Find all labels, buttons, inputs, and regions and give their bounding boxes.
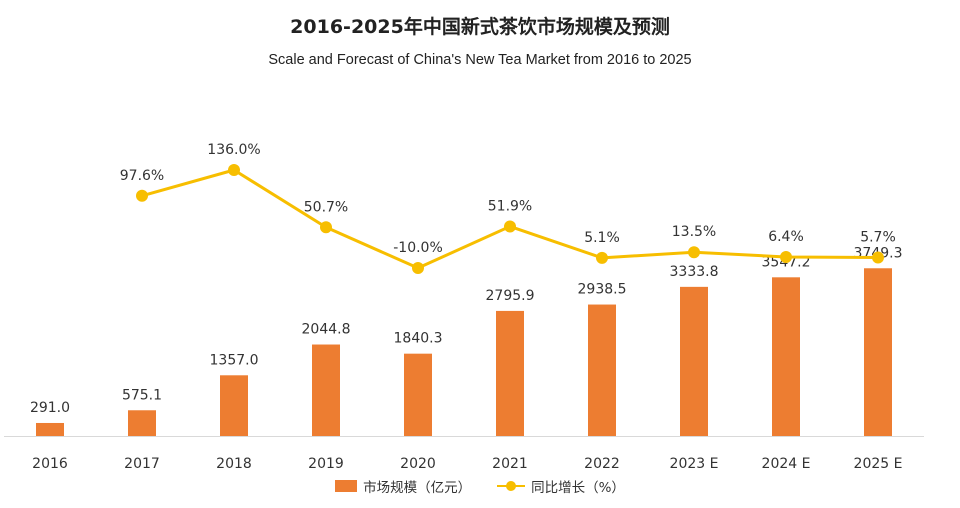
chart-title: 2016-2025年中国新式茶饮市场规模及预测 bbox=[290, 16, 670, 38]
legend-bar-swatch bbox=[335, 480, 358, 492]
x-tick-label: 2024 E bbox=[762, 456, 811, 472]
growth-point bbox=[320, 221, 332, 234]
growth-point bbox=[504, 220, 516, 233]
x-tick-label: 2023 E bbox=[670, 456, 719, 472]
growth-value-label: 13.5% bbox=[672, 224, 716, 240]
growth-value-label: 5.1% bbox=[584, 230, 620, 246]
bar-value-label: 575.1 bbox=[122, 387, 162, 403]
growth-value-label: 50.7% bbox=[304, 199, 348, 215]
legend-line-swatch bbox=[497, 480, 526, 492]
x-tick-label: 2022 bbox=[584, 456, 620, 472]
growth-point bbox=[688, 246, 700, 259]
growth-point bbox=[136, 189, 148, 202]
chart-legend: 市场规模（亿元） 同比增长（%） bbox=[0, 476, 960, 496]
legend-label-market-size: 市场规模（亿元） bbox=[363, 480, 472, 496]
chart-subtitle: Scale and Forecast of China's New Tea Ma… bbox=[268, 52, 692, 68]
growth-line bbox=[141, 168, 879, 270]
bar-value-label: 1840.3 bbox=[394, 331, 443, 347]
bar-value-label: 3333.8 bbox=[670, 264, 719, 280]
x-tick-label: 2016 bbox=[32, 456, 68, 472]
bar-value-label: 2795.9 bbox=[486, 288, 535, 304]
growth-point bbox=[780, 250, 792, 263]
bar bbox=[772, 277, 800, 436]
bar bbox=[36, 422, 64, 436]
legend-item-growth: 同比增长（%） bbox=[497, 476, 625, 496]
bar bbox=[404, 353, 432, 436]
x-tick-label: 2020 bbox=[400, 456, 436, 472]
growth-value-label: 97.6% bbox=[120, 168, 164, 184]
growth-value-label: 136.0% bbox=[207, 142, 260, 158]
growth-point bbox=[596, 251, 608, 264]
bar bbox=[680, 286, 708, 436]
growth-point bbox=[412, 262, 424, 274]
legend-label-growth: 同比增长（%） bbox=[531, 480, 625, 496]
x-tick-label: 2017 bbox=[124, 456, 160, 472]
bar-value-label: 1357.0 bbox=[210, 352, 259, 368]
bar-value-label: 291.0 bbox=[30, 400, 70, 416]
x-tick-label: 2018 bbox=[216, 456, 252, 472]
x-tick-label: 2025 E bbox=[854, 456, 903, 472]
bar bbox=[312, 344, 340, 436]
bar-value-label: 2938.5 bbox=[578, 282, 627, 298]
growth-value-label: 51.9% bbox=[488, 198, 532, 214]
x-tick-label: 2021 bbox=[492, 456, 528, 472]
growth-value-label: 6.4% bbox=[768, 229, 804, 245]
growth-value-label: 5.7% bbox=[860, 229, 896, 245]
bar bbox=[128, 410, 156, 436]
legend-item-market-size: 市场规模（亿元） bbox=[335, 476, 471, 496]
bar bbox=[864, 268, 892, 436]
growth-value-label: -10.0% bbox=[393, 240, 443, 256]
growth-point bbox=[228, 164, 240, 176]
growth-point bbox=[872, 251, 884, 264]
x-tick-label: 2019 bbox=[308, 456, 344, 472]
bar bbox=[496, 310, 524, 436]
bar bbox=[588, 304, 616, 436]
bar bbox=[220, 375, 248, 436]
bar-value-label: 2044.8 bbox=[302, 322, 351, 338]
